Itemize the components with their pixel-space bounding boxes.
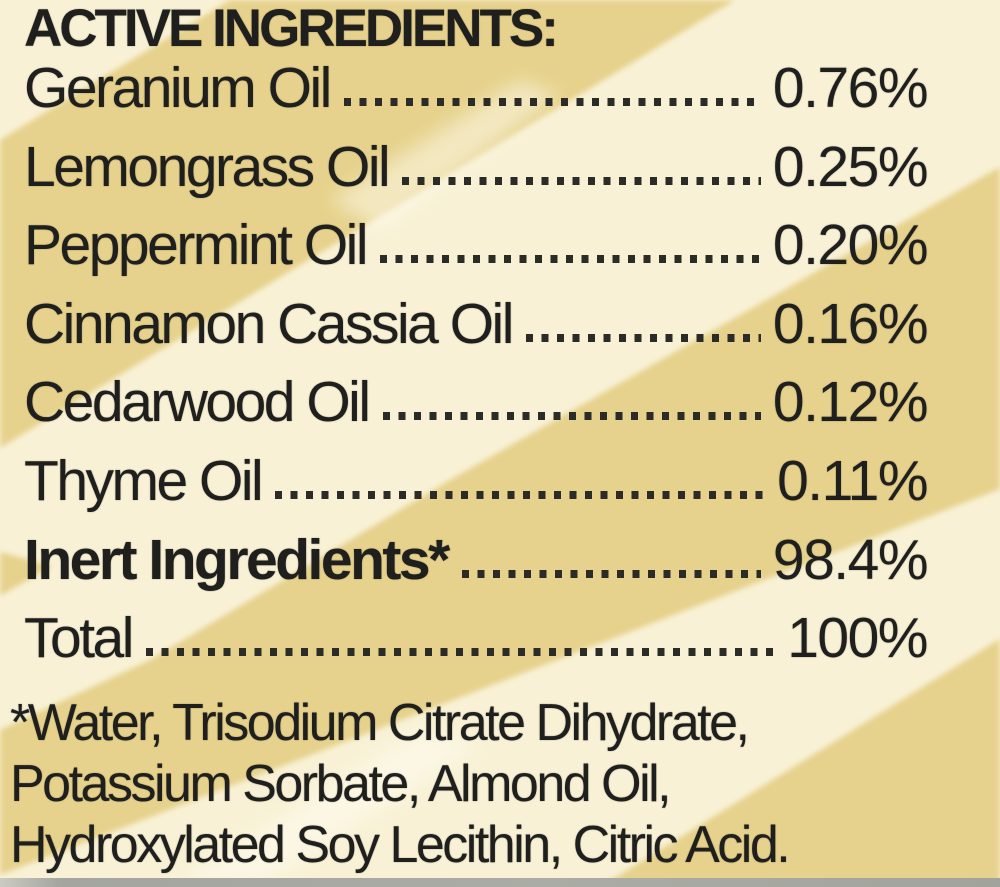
ingredient-value: 0.20% <box>772 213 929 278</box>
ingredient-value: 98.4% <box>772 527 929 592</box>
leader-dots <box>343 98 761 106</box>
ingredient-name: Cedarwood Oil <box>24 370 371 435</box>
ingredient-row: Inert Ingredients* 98.4% <box>24 526 929 605</box>
ingredient-name: Total <box>24 606 134 671</box>
ingredient-name: Thyme Oil <box>24 448 264 513</box>
ingredient-row: Peppermint Oil 0.20% <box>24 211 929 290</box>
footnote-line: Potassium Sorbate, Almond Oil, <box>10 754 672 813</box>
leader-dots <box>275 490 766 499</box>
footnote-line: *Water, Trisodium Citrate Dihydrate, <box>10 693 750 752</box>
ingredient-value: 0.76% <box>772 56 929 120</box>
ingredient-value: 0.12% <box>772 370 929 435</box>
ingredient-name: Cinnamon Cassia Oil <box>24 291 514 356</box>
ingredient-value: 0.16% <box>772 291 929 356</box>
ingredient-name: Lemongrass Oil <box>24 134 391 199</box>
ingredient-value: 100% <box>787 606 928 671</box>
ingredient-value: 0.25% <box>772 134 929 199</box>
leader-dots <box>461 569 761 578</box>
ingredient-name: Geranium Oil <box>24 56 332 120</box>
sunburst-highlights <box>170 80 560 887</box>
leader-dots <box>382 412 761 421</box>
ingredient-row: Cedarwood Oil 0.12% <box>24 368 929 447</box>
leader-dots <box>145 648 776 657</box>
active-ingredients-header: ACTIVE INGREDIENTS: <box>24 0 559 58</box>
ingredients-content: ACTIVE INGREDIENTS: Geranium Oil 0.76% L… <box>10 0 929 876</box>
ingredient-list: Geranium Oil 0.76% Lemongrass Oil 0.25% … <box>24 54 929 683</box>
ingredient-row: Total 100% <box>24 604 928 683</box>
footnote: *Water, Trisodium Citrate Dihydrate, Pot… <box>10 693 927 876</box>
ingredient-name: Inert Ingredients* <box>24 527 450 592</box>
leader-dots <box>402 176 761 185</box>
leader-dots <box>380 255 761 264</box>
ingredient-row: Geranium Oil 0.76% <box>24 54 929 133</box>
ingredient-value: 0.11% <box>777 448 928 513</box>
ingredient-row: Lemongrass Oil 0.25% <box>24 133 929 212</box>
label-bottom-edge <box>0 878 1000 887</box>
ingredient-name: Peppermint Oil <box>24 213 369 278</box>
ingredient-row: Thyme Oil 0.11% <box>24 447 928 526</box>
ingredient-row: Cinnamon Cassia Oil 0.16% <box>24 290 929 369</box>
footnote-line: Hydroxylated Soy Lecithin, Citric Acid. <box>10 815 791 874</box>
leader-dots <box>525 333 761 342</box>
